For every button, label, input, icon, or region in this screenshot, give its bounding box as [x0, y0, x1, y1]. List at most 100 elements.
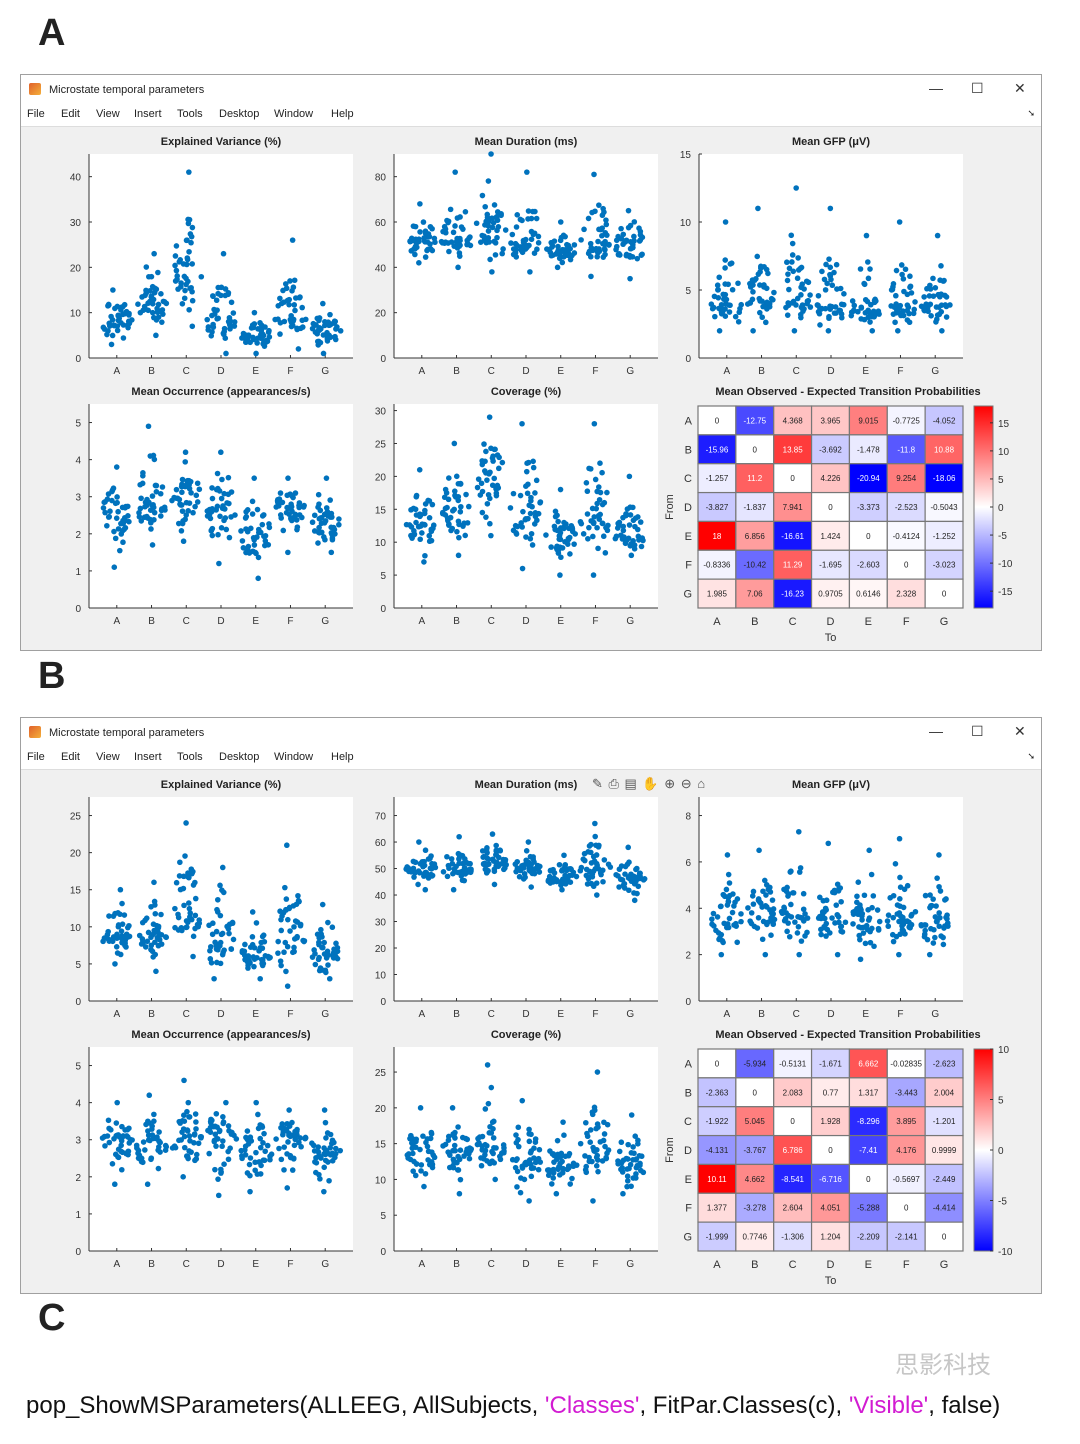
- minimize-button[interactable]: —: [929, 80, 943, 96]
- data-point: [253, 1099, 259, 1106]
- menu-insert[interactable]: Insert: [134, 108, 162, 120]
- menu-tools[interactable]: Tools: [177, 108, 203, 120]
- menu-window[interactable]: Window: [274, 108, 314, 120]
- data-point: [429, 225, 435, 232]
- menu-view[interactable]: View: [96, 751, 120, 763]
- data-point: [275, 950, 281, 956]
- data-point: [220, 1138, 226, 1144]
- data-point: [321, 1188, 327, 1195]
- data-point: [554, 1137, 561, 1144]
- data-point: [158, 291, 164, 297]
- data-point: [720, 939, 726, 946]
- data-point: [786, 933, 793, 940]
- menu-help[interactable]: Help: [331, 108, 354, 120]
- data-point: [213, 1143, 219, 1149]
- dock-arrow-icon[interactable]: ➘: [1027, 751, 1035, 761]
- x-tick-label: B: [148, 366, 155, 377]
- data-point: [239, 538, 246, 544]
- data-point: [517, 216, 524, 223]
- data-point: [783, 304, 789, 311]
- data-point: [426, 514, 433, 521]
- close-button[interactable]: ✕: [1014, 723, 1026, 739]
- data-point: [486, 414, 493, 420]
- data-point: [628, 1112, 635, 1118]
- data-point: [936, 923, 943, 930]
- maximize-button[interactable]: ☐: [971, 723, 984, 739]
- data-point: [283, 896, 290, 902]
- axes-toolbar[interactable]: ✎ ⎙ ▤ ✋ ⊕ ⊖ ⌂: [592, 776, 707, 791]
- minimize-button[interactable]: —: [929, 723, 943, 739]
- data-point: [759, 936, 766, 943]
- data-point: [114, 494, 120, 500]
- data-point: [247, 1188, 253, 1195]
- cell-value: -16.23: [781, 590, 804, 599]
- data-point: [875, 308, 882, 315]
- heatmap-cell: [886, 405, 926, 436]
- data-point: [265, 329, 272, 336]
- data-point: [181, 1112, 187, 1119]
- data-point: [219, 864, 226, 871]
- data-point: [220, 250, 227, 257]
- menu-help[interactable]: Help: [331, 751, 354, 763]
- data-point: [425, 497, 431, 504]
- menu-edit[interactable]: Edit: [61, 751, 80, 763]
- data-point: [518, 247, 524, 253]
- data-point: [763, 892, 769, 898]
- data-point: [595, 1124, 601, 1130]
- data-point: [292, 307, 298, 314]
- data-point: [588, 244, 595, 251]
- menu-view[interactable]: View: [96, 108, 120, 120]
- x-tick-label: C: [488, 366, 495, 377]
- maximize-button[interactable]: ☐: [971, 80, 984, 96]
- data-point: [461, 1153, 467, 1159]
- data-point: [114, 950, 121, 956]
- data-point: [184, 237, 190, 243]
- data-point: [163, 934, 170, 941]
- data-point: [241, 948, 248, 955]
- menu-tools[interactable]: Tools: [177, 751, 203, 763]
- data-point: [172, 905, 178, 912]
- data-point: [311, 512, 318, 519]
- menu-edit[interactable]: Edit: [61, 108, 80, 120]
- close-button[interactable]: ✕: [1014, 80, 1026, 96]
- menu-desktop[interactable]: Desktop: [219, 751, 260, 763]
- x-tick-label: E: [862, 1009, 869, 1020]
- data-point: [412, 251, 418, 258]
- data-point: [181, 295, 188, 302]
- data-point: [207, 943, 214, 950]
- data-point: [265, 541, 272, 548]
- data-point: [630, 504, 636, 511]
- data-point: [110, 287, 116, 293]
- data-point: [194, 921, 201, 928]
- heatmap-cell: [735, 1077, 775, 1108]
- data-point: [784, 259, 790, 266]
- data-point: [423, 870, 430, 877]
- menu-insert[interactable]: Insert: [134, 751, 162, 763]
- data-point: [416, 236, 422, 242]
- data-point: [794, 930, 801, 936]
- cell-value: -5.288: [857, 1204, 880, 1213]
- data-point: [722, 219, 729, 225]
- data-point: [558, 554, 564, 561]
- data-point: [508, 240, 514, 246]
- menu-file[interactable]: File: [27, 751, 45, 763]
- menu-file[interactable]: File: [27, 108, 45, 120]
- data-point: [451, 869, 458, 875]
- data-point: [596, 202, 602, 208]
- data-point: [217, 912, 224, 919]
- data-point: [760, 888, 766, 895]
- cell-value: -1.695: [819, 561, 842, 570]
- data-point: [537, 499, 544, 505]
- data-point: [889, 286, 896, 293]
- data-point: [105, 301, 112, 308]
- menu-desktop[interactable]: Desktop: [219, 108, 260, 120]
- data-point: [145, 1118, 151, 1125]
- data-point: [632, 1133, 639, 1139]
- x-tick-label: G: [626, 1009, 634, 1020]
- data-point: [585, 215, 592, 222]
- dock-arrow-icon[interactable]: ➘: [1027, 108, 1035, 118]
- menu-window[interactable]: Window: [274, 751, 314, 763]
- data-point: [618, 225, 624, 232]
- data-point: [413, 519, 419, 526]
- y-tick-label: 20: [375, 944, 387, 955]
